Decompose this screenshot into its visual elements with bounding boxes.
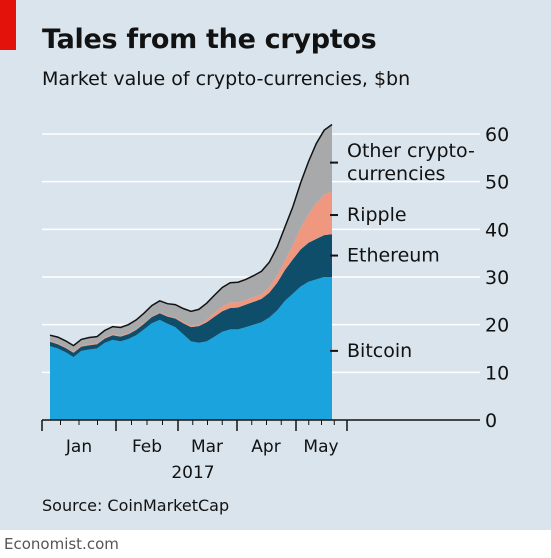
area-ethereum (50, 234, 332, 358)
total-outline (49, 123, 333, 347)
y-tick-label: 30 (485, 267, 509, 289)
x-tick-label: Jan (65, 437, 92, 457)
series-label: currencies (347, 163, 445, 185)
series-label: Bitcoin (347, 340, 412, 362)
x-tick-label: Feb (132, 437, 162, 457)
area-chart: Jan Feb Mar Apr May 2017 0 10 20 30 40 50 60 Other … (41, 123, 509, 483)
brand-tag (0, 0, 16, 50)
series-label: Ripple (347, 204, 407, 226)
area-bitcoin (50, 277, 332, 420)
series-labels: Other crypto-currencies Ripple Ethereum Bit… (330, 140, 475, 362)
x-tick-label: May (303, 437, 338, 457)
y-tick-label: 10 (485, 362, 509, 384)
x-axis: Jan Feb Mar Apr May 2017 (41, 419, 480, 483)
brand-footer: Economist.com (4, 535, 119, 553)
y-tick-label: 0 (485, 410, 497, 432)
x-year-label: 2017 (171, 463, 214, 483)
x-tick-label: Apr (251, 437, 280, 457)
source-note: Source: CoinMarketCap (42, 496, 230, 515)
series-label: Other crypto- (347, 140, 475, 162)
chart-title: Tales from the cryptos (42, 24, 377, 55)
x-tick-label: Mar (191, 437, 223, 457)
y-tick-label: 40 (485, 219, 509, 241)
series-label: Ethereum (347, 245, 440, 267)
y-tick-label: 60 (485, 124, 509, 146)
y-tick-label: 50 (485, 172, 509, 194)
y-tick-label: 20 (485, 315, 509, 337)
stacked-areas (49, 123, 333, 420)
chart-subtitle: Market value of crypto-currencies, $bn (42, 68, 411, 90)
y-axis: 0 10 20 30 40 50 60 (485, 124, 509, 432)
